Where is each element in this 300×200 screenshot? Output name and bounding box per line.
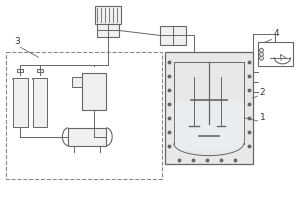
Text: 3: 3 (15, 37, 20, 46)
Bar (32, 78, 47, 127)
Bar (160, 26, 186, 45)
Bar (37, 69, 43, 72)
Bar (13, 78, 28, 127)
Bar (165, 52, 253, 164)
Bar (6, 52, 162, 179)
Bar (97, 24, 119, 37)
Circle shape (260, 56, 263, 60)
Bar (95, 6, 121, 24)
Circle shape (260, 48, 263, 52)
Text: 4: 4 (273, 29, 279, 38)
Bar (82, 73, 106, 110)
Circle shape (260, 52, 263, 56)
Text: 1: 1 (260, 113, 265, 122)
Bar (257, 42, 293, 66)
Bar (17, 69, 23, 72)
Bar (72, 77, 82, 87)
Text: 2: 2 (260, 88, 265, 97)
Bar (68, 128, 106, 146)
